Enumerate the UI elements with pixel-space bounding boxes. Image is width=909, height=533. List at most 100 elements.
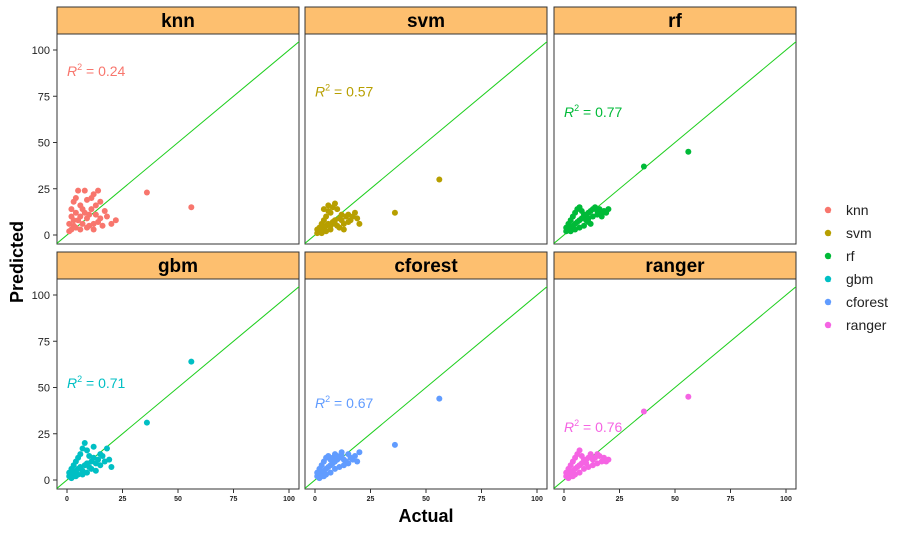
- point-knn: [70, 217, 77, 224]
- y-tick-label: 50: [38, 138, 50, 150]
- y-axis-title: Predicted: [7, 221, 27, 303]
- x-tick-label: 75: [478, 496, 486, 503]
- r2-label-knn: R2 = 0.24: [67, 62, 126, 79]
- x-tick-label: 100: [531, 496, 543, 503]
- x-tick-label: 0: [313, 496, 317, 503]
- legend-key-ranger: [824, 321, 832, 329]
- x-tick-label: 25: [367, 496, 375, 503]
- point-rf: [598, 213, 605, 220]
- point-rf: [580, 211, 587, 218]
- point-cforest: [436, 395, 443, 402]
- legend-key-glyph: a: [825, 297, 830, 307]
- y-tick-label: 100: [32, 290, 50, 302]
- point-ranger: [685, 393, 692, 400]
- x-tick-label: 75: [230, 496, 238, 503]
- legend-key-glyph: a: [825, 274, 830, 284]
- r2-label-svm: R2 = 0.57: [315, 83, 374, 100]
- point-knn: [68, 206, 75, 213]
- strip-rf: [553, 6, 797, 35]
- point-knn: [188, 204, 195, 211]
- x-tick-label: 100: [780, 496, 792, 503]
- plot-frame-knn: [56, 33, 300, 245]
- point-svm: [338, 211, 345, 218]
- point-cforest: [327, 469, 334, 476]
- strip-ranger: [553, 251, 797, 280]
- legend-key-gbm: [824, 275, 832, 283]
- legend-key-svm: [824, 229, 832, 237]
- point-knn: [90, 191, 97, 198]
- point-svm: [314, 226, 321, 233]
- r2-label-rf: R2 = 0.77: [564, 103, 623, 120]
- legend-item-rf: a rf: [824, 248, 855, 264]
- point-gbm: [188, 358, 195, 365]
- point-gbm: [86, 452, 93, 459]
- point-cforest: [345, 460, 352, 467]
- point-rf: [563, 224, 570, 231]
- point-svm: [391, 209, 398, 216]
- y-tick-label: 75: [38, 91, 50, 103]
- legend-item-ranger: a ranger: [824, 317, 887, 333]
- point-rf: [640, 163, 647, 170]
- point-gbm: [106, 456, 113, 463]
- x-axis-title: Actual: [398, 506, 453, 526]
- panel-svm: svm R2 = 0.57: [304, 6, 548, 245]
- point-gbm: [95, 456, 102, 463]
- point-knn: [92, 202, 99, 209]
- point-svm: [323, 228, 330, 235]
- point-ranger: [576, 469, 583, 476]
- y-tick-label: 25: [38, 429, 50, 441]
- point-knn: [77, 213, 84, 220]
- legend-label-gbm: gbm: [846, 271, 873, 287]
- point-cforest: [338, 449, 345, 456]
- x-tick-label: 50: [671, 496, 679, 503]
- y-tick-label: 75: [38, 336, 50, 348]
- point-cforest: [334, 452, 341, 459]
- legend-key-glyph: a: [825, 251, 830, 261]
- strip-label-gbm: gbm: [158, 256, 198, 277]
- y-tick-label: 25: [38, 184, 50, 196]
- legend-item-cforest: a cforest: [824, 294, 888, 310]
- strip-label-ranger: ranger: [645, 256, 705, 277]
- point-knn: [92, 211, 99, 218]
- legend-key-cforest: [824, 298, 832, 306]
- point-gbm: [97, 462, 104, 469]
- point-knn: [97, 198, 104, 205]
- strip-label-knn: knn: [161, 11, 195, 32]
- legend-item-svm: a svm: [824, 225, 872, 241]
- point-knn: [90, 226, 97, 233]
- x-tick-label: 75: [727, 496, 735, 503]
- point-cforest: [314, 469, 321, 476]
- point-rf: [685, 148, 692, 155]
- legend-item-gbm: a gbm: [824, 271, 873, 287]
- point-cforest: [320, 473, 327, 480]
- point-knn: [83, 224, 90, 231]
- point-svm: [354, 215, 361, 222]
- point-ranger: [603, 458, 610, 465]
- legend: a knn a svm a rf a gbm a cforest a ranger: [824, 202, 888, 333]
- point-svm: [325, 202, 332, 209]
- x-tick-label: 25: [119, 496, 127, 503]
- strip-svm: [304, 6, 548, 35]
- point-knn: [101, 207, 108, 214]
- point-knn: [97, 215, 104, 222]
- point-knn: [72, 209, 79, 216]
- point-knn: [72, 195, 79, 201]
- x-tick-label: 50: [422, 496, 430, 503]
- point-svm: [334, 206, 341, 213]
- point-gbm: [108, 464, 115, 471]
- point-gbm: [97, 451, 104, 458]
- x-tick-label: 0: [562, 496, 566, 503]
- y-tick-label: 100: [32, 45, 50, 57]
- r2-label-ranger: R2 = 0.76: [564, 418, 623, 435]
- point-knn: [99, 222, 106, 229]
- point-knn: [75, 187, 82, 194]
- legend-key-rf: [824, 252, 832, 260]
- point-rf: [603, 209, 610, 216]
- strip-label-svm: svm: [407, 11, 445, 32]
- point-knn: [103, 213, 110, 220]
- point-svm: [323, 213, 330, 220]
- legend-label-ranger: ranger: [846, 317, 887, 333]
- strip-cforest: [304, 251, 548, 280]
- point-knn: [88, 206, 95, 213]
- point-knn: [95, 187, 102, 194]
